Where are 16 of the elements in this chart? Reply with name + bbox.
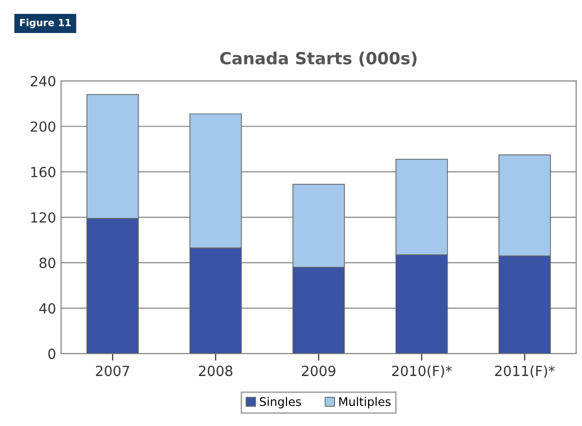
x-tick-label: 2008 [198,366,232,376]
y-tick-label: 0 [48,348,56,360]
chart-title: Canada Starts (000s) [220,52,417,66]
legend-label: Multiples [339,396,391,408]
y-tick-label: 120 [31,212,56,223]
legend-label: Singles [260,396,301,408]
y-tick-label: 200 [30,121,56,132]
y-tick-label: 80 [40,258,56,268]
x-tick-label: 2009 [302,366,336,376]
y-tick-label: 160 [31,166,56,178]
y-tick-label: 40 [39,303,56,314]
caption: Figure 11 [20,18,71,28]
x-tick-label: 2007 [96,366,130,376]
x-tick-label: 2011(F)* [495,365,555,378]
x-tick-label: 2010(F)* [392,365,452,378]
y-tick-label: 240 [30,76,56,86]
